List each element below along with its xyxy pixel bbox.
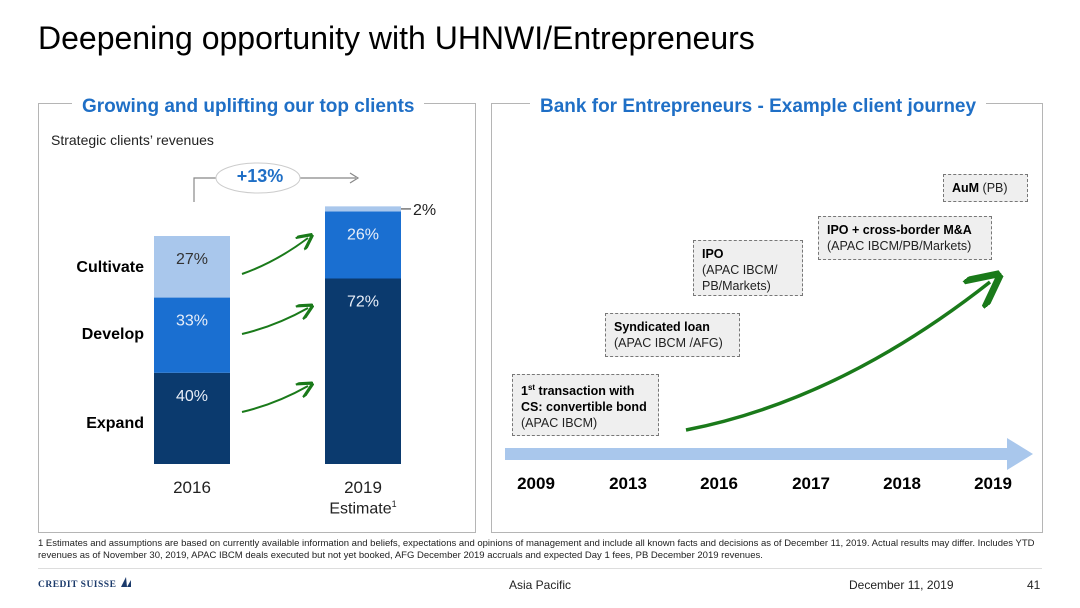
value-label-expand-2019: 72% xyxy=(347,293,379,310)
milestone-box-2019: AuM (PB) xyxy=(943,174,1028,202)
milestone-2009-title2: CS: convertible bond xyxy=(521,400,647,415)
x-tick-2019-note: Estimate1 xyxy=(324,499,402,518)
bar-expand-2019 xyxy=(325,278,401,464)
milestone-2016-title: IPO xyxy=(702,247,724,261)
bar-develop-2016 xyxy=(154,297,230,373)
page-number: 41 xyxy=(1027,578,1041,592)
timeline-year-2017: 2017 xyxy=(792,474,830,493)
milestone-2017-detail: (APAC IBCM/PB/Markets) xyxy=(827,239,972,253)
footnote: 1 Estimates and assumptions are based on… xyxy=(38,538,1035,561)
journey-growth-arrow xyxy=(685,270,1010,432)
milestone-2013-title: Syndicated loan xyxy=(614,320,710,334)
milestone-box-2013: Syndicated loan (APAC IBCM /AFG) xyxy=(605,313,740,357)
milestone-2019-label: AuM (PB) xyxy=(952,181,1008,195)
timeline-year-2016: 2016 xyxy=(700,474,738,493)
milestone-box-2009: 1st transaction with CS: convertible bon… xyxy=(512,374,659,436)
milestone-2009-title: 1st transaction with xyxy=(521,383,635,399)
footer-region: Asia Pacific xyxy=(509,578,572,592)
milestone-box-2017: IPO + cross-border M&A (APAC IBCM/PB/Mar… xyxy=(818,216,992,260)
bar-cultivate-2019 xyxy=(325,206,401,212)
segment-label-cultivate: Cultivate xyxy=(76,259,144,276)
timeline-year-2019: 2019 xyxy=(974,474,1012,493)
milestone-2013-detail: (APAC IBCM /AFG) xyxy=(614,336,723,350)
right-panel-heading: Bank for Entrepreneurs - Example client … xyxy=(530,96,987,118)
milestone-2009-detail: (APAC IBCM) xyxy=(521,416,598,431)
estimate-label: Estimate xyxy=(329,500,392,518)
bar-cultivate-2016 xyxy=(154,236,230,298)
stacked-bar-chart: 40% 33% 27% 72% 26% 2% xyxy=(154,202,436,464)
timeline-year-2018: 2018 xyxy=(883,474,921,493)
growth-bracket xyxy=(193,162,360,202)
credit-suisse-logo: CREDIT SUISSE xyxy=(38,576,133,590)
sails-icon xyxy=(121,577,132,587)
milestone-2016-detail: (APAC IBCM/ xyxy=(702,263,778,277)
milestone-2016-detail2: PB/Markets) xyxy=(702,279,771,293)
segment-label-develop: Develop xyxy=(81,326,144,343)
segment-label-expand: Expand xyxy=(86,415,144,432)
timeline-year-2009: 2009 xyxy=(517,474,555,493)
bar-develop-2019 xyxy=(325,211,401,279)
footer-date: December 11, 2019 xyxy=(849,578,954,592)
value-label-expand-2016: 40% xyxy=(176,388,208,405)
estimate-footnote-mark: 1 xyxy=(391,499,397,509)
logo-text: CREDIT SUISSE xyxy=(38,580,117,590)
footer-divider xyxy=(38,568,1042,569)
growth-arrows xyxy=(241,226,326,413)
x-tick-2016: 2016 xyxy=(173,478,211,497)
x-tick-2019: 2019 xyxy=(344,478,382,497)
growth-label: +13% xyxy=(236,166,284,186)
value-label-develop-2019: 26% xyxy=(347,227,379,244)
left-panel-heading: Growing and uplifting our top clients xyxy=(72,96,425,118)
value-label-develop-2016: 33% xyxy=(176,313,208,330)
value-label-cultivate-2016: 27% xyxy=(176,251,208,268)
chart-subtitle: Strategic clients’ revenues xyxy=(51,132,214,148)
timeline-arrow xyxy=(505,438,1033,470)
milestone-box-2016: IPO (APAC IBCM/ PB/Markets) xyxy=(693,240,803,296)
milestone-2017-title: IPO + cross-border M&A xyxy=(827,223,972,237)
timeline-year-2013: 2013 xyxy=(609,474,647,493)
bar-expand-2016 xyxy=(154,372,230,464)
value-label-cultivate-2019: 2% xyxy=(413,202,436,219)
page-title: Deepening opportunity with UHNWI/Entrepr… xyxy=(38,20,755,56)
